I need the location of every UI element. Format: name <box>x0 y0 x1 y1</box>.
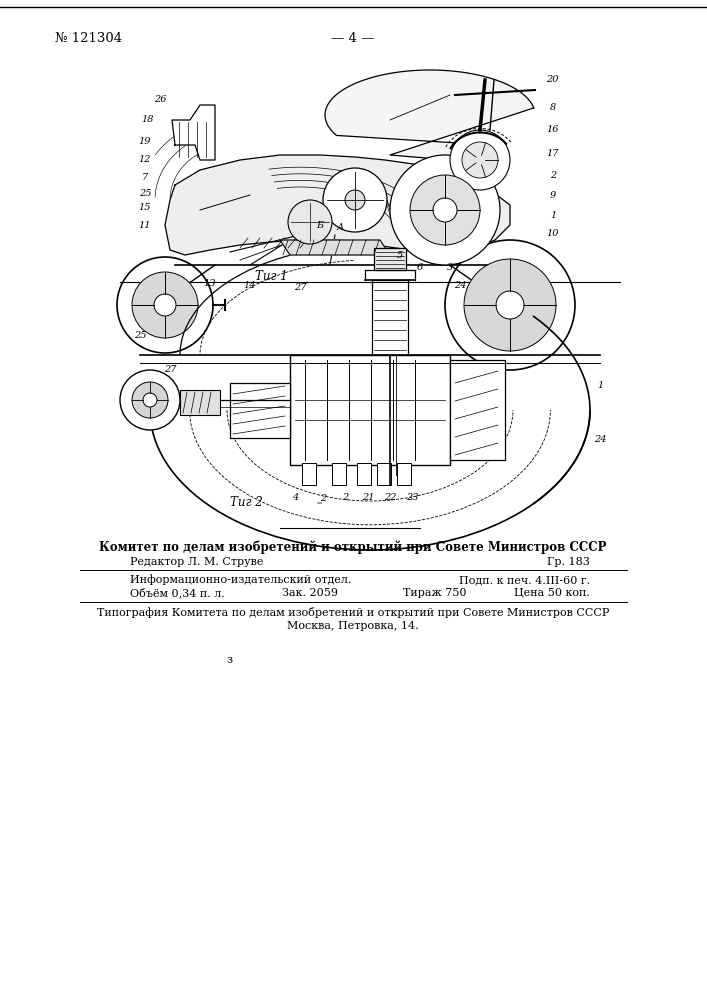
Circle shape <box>143 393 157 407</box>
Text: 14: 14 <box>244 280 256 290</box>
Text: 24: 24 <box>454 282 466 290</box>
Bar <box>290 355 450 465</box>
Text: 18: 18 <box>141 115 154 124</box>
Text: 24: 24 <box>594 436 606 444</box>
Text: 25: 25 <box>139 188 151 198</box>
Text: 2: 2 <box>550 170 556 180</box>
Circle shape <box>345 190 365 210</box>
Text: 9: 9 <box>550 190 556 200</box>
Text: 12: 12 <box>139 155 151 164</box>
Text: 13: 13 <box>204 278 216 288</box>
Circle shape <box>120 370 180 430</box>
Bar <box>450 360 505 460</box>
Text: А: А <box>337 224 344 232</box>
Text: Редактор Л. М. Струве: Редактор Л. М. Струве <box>130 557 264 567</box>
Text: Зак. 2059: Зак. 2059 <box>282 588 338 598</box>
Text: 27: 27 <box>293 282 306 292</box>
Circle shape <box>496 291 524 319</box>
Bar <box>230 383 290 438</box>
Text: 25: 25 <box>134 330 146 340</box>
Bar <box>180 390 220 415</box>
Text: 1: 1 <box>550 211 556 220</box>
Text: 1: 1 <box>597 380 603 389</box>
Polygon shape <box>172 105 215 160</box>
Text: 5: 5 <box>397 250 403 259</box>
Text: ̳2: ̳2 <box>322 493 328 503</box>
Text: 16: 16 <box>547 125 559 134</box>
Text: — 4 —: — 4 — <box>332 31 375 44</box>
Circle shape <box>433 198 457 222</box>
Text: 23: 23 <box>406 493 419 502</box>
Text: 22: 22 <box>384 493 396 502</box>
Text: 26: 26 <box>153 96 166 104</box>
Polygon shape <box>280 240 390 255</box>
Text: 19: 19 <box>139 137 151 146</box>
Text: 27: 27 <box>164 365 176 374</box>
Circle shape <box>450 130 510 190</box>
Circle shape <box>445 240 575 370</box>
Circle shape <box>464 259 556 351</box>
Text: Цена 50 коп.: Цена 50 коп. <box>514 588 590 598</box>
Circle shape <box>288 200 332 244</box>
Text: Гр. 183: Гр. 183 <box>547 557 590 567</box>
Text: 10: 10 <box>547 229 559 237</box>
Bar <box>332 463 346 485</box>
Circle shape <box>132 272 198 338</box>
Circle shape <box>323 168 387 232</box>
Circle shape <box>154 294 176 316</box>
Circle shape <box>462 142 498 178</box>
Text: 21: 21 <box>362 493 374 502</box>
Polygon shape <box>325 70 534 160</box>
Bar <box>374 248 406 270</box>
Text: 2: 2 <box>342 493 348 502</box>
Bar <box>377 463 391 485</box>
Text: Б: Б <box>317 222 324 231</box>
Text: Комитет по делам изобретений и открытий при Совете Министров СССР: Комитет по делам изобретений и открытий … <box>99 540 607 554</box>
Bar <box>397 463 411 485</box>
Text: 15: 15 <box>139 202 151 212</box>
Text: 7: 7 <box>142 172 148 182</box>
Bar <box>302 463 316 485</box>
Text: Τиг 2: Τиг 2 <box>230 495 263 508</box>
Circle shape <box>117 257 213 353</box>
Text: 4: 4 <box>292 493 298 502</box>
Text: Τиг 1: Τиг 1 <box>255 269 288 282</box>
Polygon shape <box>165 155 510 255</box>
Text: 17: 17 <box>547 148 559 157</box>
Circle shape <box>410 175 480 245</box>
Text: з: з <box>227 655 233 665</box>
Bar <box>357 463 371 485</box>
Circle shape <box>390 155 500 265</box>
Text: 20: 20 <box>546 76 559 85</box>
Text: 11: 11 <box>139 221 151 230</box>
Text: Объём 0,34 п. л.: Объём 0,34 п. л. <box>130 588 225 598</box>
Text: № 121304: № 121304 <box>55 31 122 44</box>
Text: Москва, Петровка, 14.: Москва, Петровка, 14. <box>287 621 419 631</box>
Text: Тираж 750: Тираж 750 <box>403 588 467 598</box>
Text: 6: 6 <box>417 262 423 271</box>
Circle shape <box>132 382 168 418</box>
Text: 3: 3 <box>447 262 453 271</box>
Text: Типография Комитета по делам изобретений и открытий при Совете Министров СССР: Типография Комитета по делам изобретений… <box>97 607 609 618</box>
Text: Подп. к печ. 4.III-60 г.: Подп. к печ. 4.III-60 г. <box>459 575 590 585</box>
Text: 8: 8 <box>550 103 556 111</box>
Text: Информационно-издательский отдел.: Информационно-издательский отдел. <box>130 575 351 585</box>
